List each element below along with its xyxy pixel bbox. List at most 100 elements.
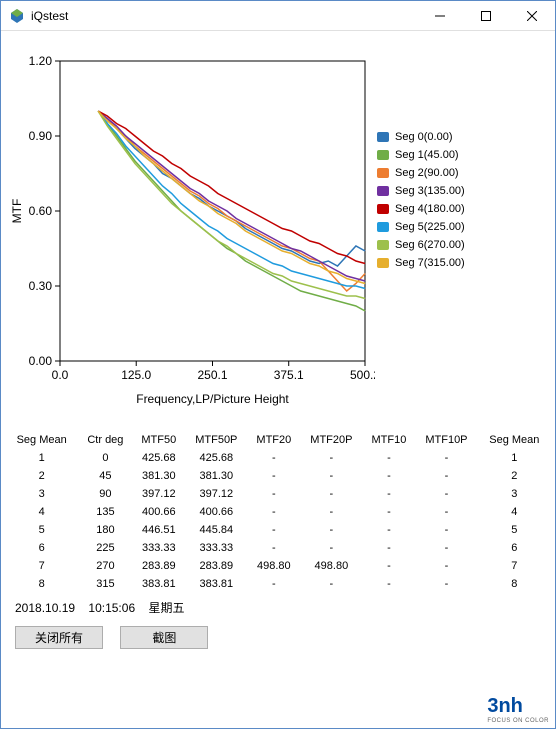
svg-text:250.1: 250.1 (197, 368, 227, 382)
mtf-table: Seg MeanCtr degMTF50MTF50PMTF20MTF20PMTF… (5, 431, 551, 593)
table-cell: 400.66 (185, 503, 248, 521)
table-cell: - (415, 503, 478, 521)
table-cell: - (300, 467, 363, 485)
table-cell: - (415, 557, 478, 575)
table-cell: 283.89 (133, 557, 186, 575)
svg-text:500.2: 500.2 (350, 368, 375, 382)
table-cell: 498.80 (300, 557, 363, 575)
table-cell: - (415, 485, 478, 503)
table-cell: 4 (5, 503, 78, 521)
table-cell: 315 (78, 575, 132, 593)
table-cell: 425.68 (133, 449, 186, 467)
table-cell: - (363, 467, 416, 485)
table-cell: 446.51 (133, 521, 186, 539)
logo-subtitle: FOCUS ON COLOR (487, 718, 549, 724)
legend-swatch (377, 186, 389, 196)
legend-swatch (377, 204, 389, 214)
table-cell: - (300, 503, 363, 521)
button-row: 关闭所有 截图 (5, 622, 551, 653)
table-cell: - (415, 575, 478, 593)
table-cell: 135 (78, 503, 132, 521)
table-cell: 5 (478, 521, 551, 539)
legend-label: Seg 1(45.00) (395, 149, 459, 161)
table-cell: 270 (78, 557, 132, 575)
table-cell: 283.89 (185, 557, 248, 575)
table-cell: - (363, 575, 416, 593)
legend-swatch (377, 240, 389, 250)
titlebar: iQstest (1, 1, 555, 31)
close-button[interactable] (509, 1, 555, 31)
table-cell: 445.84 (185, 521, 248, 539)
table-row: 390397.12397.12----3 (5, 485, 551, 503)
table-row: 6225333.33333.33----6 (5, 539, 551, 557)
svg-text:0.0: 0.0 (52, 368, 69, 382)
table-row: 245381.30381.30----2 (5, 467, 551, 485)
window-title: iQstest (31, 9, 417, 23)
table-cell: 5 (5, 521, 78, 539)
legend-swatch (377, 222, 389, 232)
table-cell: 333.33 (133, 539, 186, 557)
logo-main: 3nh (487, 695, 523, 717)
table-cell: 2 (5, 467, 78, 485)
legend-label: Seg 2(90.00) (395, 167, 459, 179)
legend-label: Seg 0(0.00) (395, 131, 452, 143)
legend-label: Seg 6(270.00) (395, 239, 465, 251)
table-cell: - (415, 521, 478, 539)
table-cell: 381.30 (133, 467, 186, 485)
table-cell: - (248, 575, 301, 593)
table-row: 7270283.89283.89498.80498.80--7 (5, 557, 551, 575)
table-cell: - (248, 503, 301, 521)
table-cell: 8 (5, 575, 78, 593)
svg-text:MTF: MTF (10, 199, 24, 224)
legend-label: Seg 3(135.00) (395, 185, 465, 197)
table-row: 5180446.51445.84----5 (5, 521, 551, 539)
legend-label: Seg 7(315.00) (395, 257, 465, 269)
table-cell: 225 (78, 539, 132, 557)
table-row: 4135400.66400.66----4 (5, 503, 551, 521)
legend-item: Seg 0(0.00) (377, 131, 465, 143)
table-cell: - (248, 467, 301, 485)
screenshot-button[interactable]: 截图 (120, 626, 208, 649)
status-line: 2018.10.19 10:15:06 星期五 (5, 593, 551, 622)
table-header: MTF50P (185, 431, 248, 449)
table-cell: 381.30 (185, 467, 248, 485)
table-header: MTF10 (363, 431, 416, 449)
legend-swatch (377, 150, 389, 160)
table-cell: - (300, 521, 363, 539)
table-cell: 8 (478, 575, 551, 593)
table-cell: 397.12 (185, 485, 248, 503)
table-header: MTF20P (300, 431, 363, 449)
legend-item: Seg 7(315.00) (377, 257, 465, 269)
table-cell: 45 (78, 467, 132, 485)
table-row: 8315383.81383.81----8 (5, 575, 551, 593)
table-cell: 90 (78, 485, 132, 503)
table-cell: 6 (5, 539, 78, 557)
table-cell: 6 (478, 539, 551, 557)
table-cell: - (300, 485, 363, 503)
table-header: Seg Mean (5, 431, 78, 449)
status-time: 10:15:06 (88, 601, 135, 615)
table-cell: 1 (478, 449, 551, 467)
legend-item: Seg 5(225.00) (377, 221, 465, 233)
legend-item: Seg 4(180.00) (377, 203, 465, 215)
table-header: MTF20 (248, 431, 301, 449)
table-cell: 4 (478, 503, 551, 521)
table-cell: - (363, 485, 416, 503)
minimize-button[interactable] (417, 1, 463, 31)
table-cell: - (415, 449, 478, 467)
table-row: 10425.68425.68----1 (5, 449, 551, 467)
table-cell: 180 (78, 521, 132, 539)
table-cell: 397.12 (133, 485, 186, 503)
table-cell: - (248, 449, 301, 467)
maximize-button[interactable] (463, 1, 509, 31)
table-cell: - (363, 503, 416, 521)
table-cell: 400.66 (133, 503, 186, 521)
table-cell: - (363, 557, 416, 575)
table-cell: 7 (5, 557, 78, 575)
table-cell: 0 (78, 449, 132, 467)
close-all-button[interactable]: 关闭所有 (15, 626, 103, 649)
svg-text:1.20: 1.20 (29, 54, 53, 68)
table-cell: - (363, 521, 416, 539)
table-cell: - (363, 449, 416, 467)
table-header: MTF50 (133, 431, 186, 449)
